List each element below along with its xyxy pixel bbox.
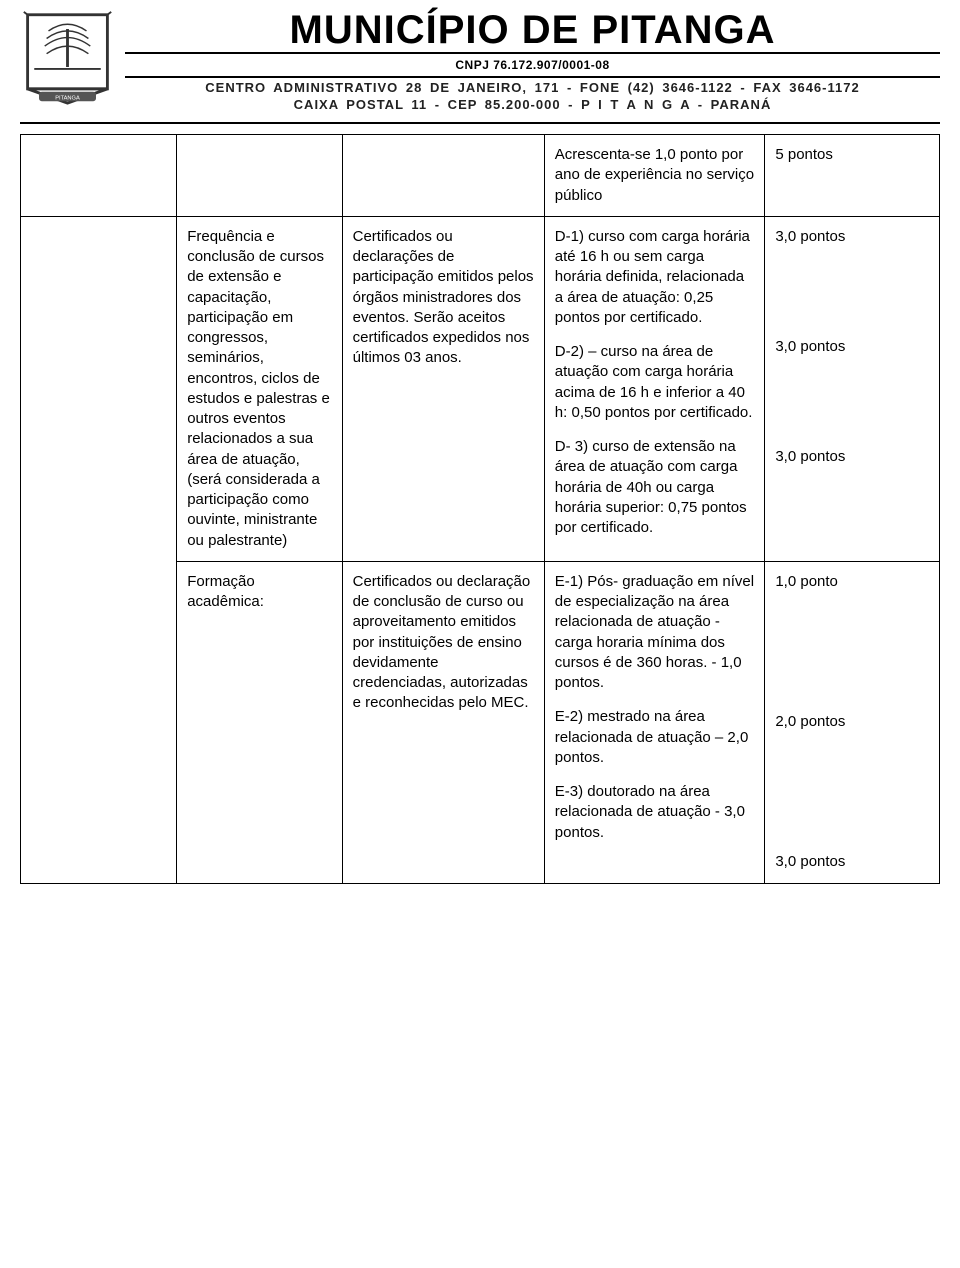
letterhead: PITANGA MUNICÍPIO DE PITANGA CNPJ 76.172… — [20, 10, 940, 124]
criteria-d1: D-1) curso com carga horária até 16 h ou… — [555, 227, 755, 328]
cell-criteria: E-1) Pós- graduação em nível de especial… — [544, 561, 765, 883]
cell-description: Formação acadêmica: — [177, 561, 342, 883]
cell-points: 5 pontos — [765, 135, 940, 217]
divider — [125, 76, 940, 78]
criteria-d2: D-2) – curso na área de atuação com carg… — [555, 342, 755, 423]
cell-empty — [342, 135, 544, 217]
cell-criteria: Acrescenta-se 1,0 ponto por ano de exper… — [544, 135, 765, 217]
cell-empty — [177, 135, 342, 217]
page: PITANGA MUNICÍPIO DE PITANGA CNPJ 76.172… — [0, 0, 960, 944]
points-value: 3,0 pontos — [775, 227, 929, 247]
points-value: 3,0 pontos — [775, 447, 929, 467]
address-line-1: CENTRO ADMINISTRATIVO 28 DE JANEIRO, 171… — [125, 80, 940, 95]
table-row: Acrescenta-se 1,0 ponto por ano de exper… — [21, 135, 940, 217]
points-value: 3,0 pontos — [775, 337, 929, 357]
cell-empty — [21, 135, 177, 217]
cell-documents: Certificados ou declaração de conclusão … — [342, 561, 544, 883]
letterhead-text: MUNICÍPIO DE PITANGA CNPJ 76.172.907/000… — [125, 10, 940, 114]
divider — [125, 52, 940, 54]
criteria-e2: E-2) mestrado na área relacionada de atu… — [555, 707, 755, 768]
table-row: Frequência e conclusão de cursos de exte… — [21, 216, 940, 561]
cell-criteria: D-1) curso com carga horária até 16 h ou… — [544, 216, 765, 561]
cell-empty — [21, 216, 177, 883]
cnpj-line: CNPJ 76.172.907/0001-08 — [125, 58, 940, 72]
cell-description: Frequência e conclusão de cursos de exte… — [177, 216, 342, 561]
municipality-title: MUNICÍPIO DE PITANGA — [125, 10, 940, 50]
points-value: 2,0 pontos — [775, 712, 929, 732]
criteria-table: Acrescenta-se 1,0 ponto por ano de exper… — [20, 134, 940, 884]
criteria-e1: E-1) Pós- graduação em nível de especial… — [555, 572, 755, 694]
cell-points: 3,0 pontos 3,0 pontos 3,0 pontos — [765, 216, 940, 561]
points-value: 1,0 ponto — [775, 572, 929, 592]
svg-text:PITANGA: PITANGA — [55, 95, 80, 101]
points-value: 3,0 pontos — [775, 852, 929, 872]
address-line-2: CAIXA POSTAL 11 - CEP 85.200-000 - P I T… — [125, 97, 940, 112]
criteria-e3: E-3) doutorado na área relacionada de at… — [555, 782, 755, 843]
cell-points: 1,0 ponto 2,0 pontos 3,0 pontos — [765, 561, 940, 883]
criteria-d3: D- 3) curso de extensão na área de atuaç… — [555, 437, 755, 538]
municipal-crest-icon: PITANGA — [20, 10, 115, 105]
cell-documents: Certificados ou declarações de participa… — [342, 216, 544, 561]
